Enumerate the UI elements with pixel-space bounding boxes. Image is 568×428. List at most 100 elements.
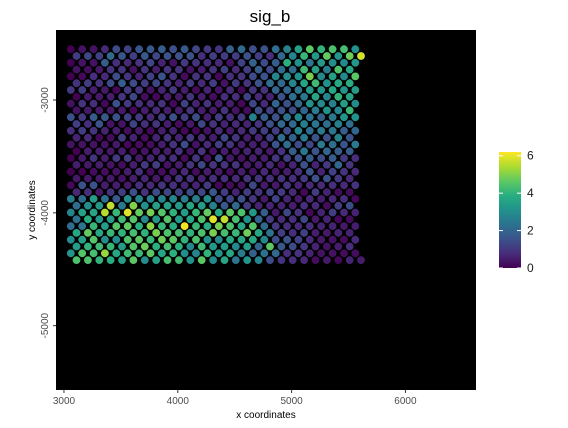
data-point xyxy=(300,133,308,142)
data-point xyxy=(106,161,115,169)
data-point xyxy=(214,140,223,149)
data-point xyxy=(323,174,331,183)
data-point xyxy=(203,208,212,217)
data-point xyxy=(249,126,257,135)
data-point xyxy=(118,106,126,115)
data-point xyxy=(220,188,229,197)
data-point xyxy=(254,161,263,169)
data-point xyxy=(237,181,246,190)
data-point xyxy=(266,161,274,169)
data-point xyxy=(340,58,348,67)
data-point xyxy=(175,188,183,197)
data-point xyxy=(271,140,280,149)
data-point xyxy=(197,133,206,142)
data-point xyxy=(203,58,212,67)
data-point xyxy=(66,167,75,176)
data-point xyxy=(288,133,297,142)
data-point xyxy=(283,45,291,54)
data-point xyxy=(169,72,178,81)
data-point xyxy=(271,58,280,67)
data-point xyxy=(192,45,200,54)
data-point xyxy=(106,92,115,101)
data-point xyxy=(118,174,126,183)
data-point xyxy=(220,229,229,237)
y-axis-title: y coordinates xyxy=(27,180,38,239)
data-point xyxy=(340,167,348,176)
data-point xyxy=(243,92,252,101)
data-point xyxy=(135,154,144,163)
data-point xyxy=(271,195,280,203)
data-point xyxy=(118,92,126,101)
data-point xyxy=(317,249,326,258)
data-point xyxy=(311,120,320,128)
data-point xyxy=(345,120,354,128)
data-point xyxy=(118,79,126,88)
data-point xyxy=(146,235,155,244)
data-point xyxy=(311,256,320,264)
data-point xyxy=(72,52,81,60)
data-point xyxy=(351,154,360,163)
data-point xyxy=(237,222,246,231)
data-point xyxy=(294,249,303,258)
data-point xyxy=(214,181,223,190)
data-point xyxy=(294,167,303,176)
data-point xyxy=(231,120,240,128)
data-point xyxy=(300,65,308,74)
data-point xyxy=(175,242,183,251)
data-point xyxy=(106,201,115,210)
data-point xyxy=(220,106,229,115)
data-point xyxy=(340,181,348,190)
data-point xyxy=(249,113,257,122)
data-point xyxy=(112,45,121,54)
data-point xyxy=(249,195,257,203)
data-point xyxy=(112,235,121,244)
data-point xyxy=(140,242,149,251)
data-point xyxy=(118,52,126,60)
data-point xyxy=(231,79,240,88)
data-point xyxy=(294,222,303,231)
data-point xyxy=(300,229,308,237)
data-point xyxy=(106,229,115,237)
data-point xyxy=(288,174,297,183)
data-point xyxy=(106,106,115,115)
data-point xyxy=(78,154,87,163)
data-point xyxy=(158,195,166,203)
data-point xyxy=(95,79,104,88)
data-point xyxy=(334,120,343,128)
data-point xyxy=(203,72,212,81)
data-point xyxy=(180,72,189,81)
data-point xyxy=(266,174,274,183)
data-point xyxy=(180,45,189,54)
x-tick-label: 6000 xyxy=(394,396,417,407)
data-point xyxy=(340,99,348,108)
data-point xyxy=(72,120,81,128)
data-point xyxy=(334,106,343,115)
data-point xyxy=(209,161,218,169)
data-point xyxy=(89,58,98,67)
data-point xyxy=(277,256,286,264)
data-point xyxy=(169,113,178,122)
data-point xyxy=(209,79,218,88)
data-point xyxy=(226,195,235,203)
data-point xyxy=(95,256,104,264)
data-point xyxy=(158,72,166,81)
data-point xyxy=(118,65,126,74)
data-point xyxy=(249,86,257,94)
data-point xyxy=(340,249,348,258)
data-point xyxy=(237,58,246,67)
data-point xyxy=(260,140,269,149)
data-point xyxy=(129,174,138,183)
data-point xyxy=(288,215,297,224)
data-point xyxy=(266,92,274,101)
data-point xyxy=(112,86,121,94)
x-axis-title: x coordinates xyxy=(236,410,295,421)
data-point xyxy=(158,235,166,244)
data-point xyxy=(243,147,252,156)
data-point xyxy=(271,181,280,190)
data-point xyxy=(169,208,178,217)
data-point xyxy=(226,249,235,258)
data-point xyxy=(169,181,178,190)
data-point xyxy=(260,249,269,258)
data-point xyxy=(84,215,92,224)
data-point xyxy=(169,126,178,135)
